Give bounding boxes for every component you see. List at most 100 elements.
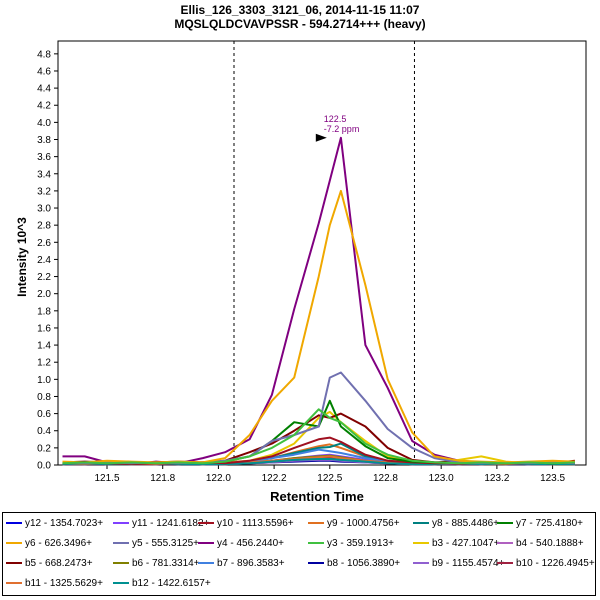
y-tick-label: 4.8 bbox=[37, 49, 51, 60]
y-tick-label: 3.4 bbox=[37, 169, 51, 180]
y-tick-label: 2.8 bbox=[37, 221, 51, 232]
y-tick-label: 3.2 bbox=[37, 186, 51, 197]
legend: y12 - 1354.7023+ y11 - 1241.6182+ y10 - 11… bbox=[2, 512, 596, 596]
y-tick-label: 1.4 bbox=[37, 341, 51, 352]
chromatogram-chart: Ellis_126_3303_3121_06, 2014-11-15 11:07… bbox=[15, 3, 587, 504]
y-tick-label: 0.0 bbox=[37, 461, 51, 472]
legend-item: y11 - 1241.6182+ bbox=[113, 517, 209, 531]
series-line bbox=[62, 408, 575, 465]
legend-swatch bbox=[113, 542, 129, 545]
x-tick-label: 122.2 bbox=[262, 473, 287, 484]
x-tick-label: 121.8 bbox=[150, 473, 175, 484]
legend-label: b9 - 1155.4574+ bbox=[432, 558, 505, 569]
y-tick-label: 1.2 bbox=[37, 358, 51, 369]
y-tick-label: 4.4 bbox=[37, 84, 51, 95]
legend-label: b10 - 1226.4945+ bbox=[516, 558, 595, 569]
legend-swatch bbox=[198, 522, 214, 525]
x-tick-label: 123.0 bbox=[429, 473, 454, 484]
legend-label: b4 - 540.1888+ bbox=[516, 538, 584, 549]
legend-swatch bbox=[308, 562, 324, 565]
legend-swatch bbox=[6, 542, 22, 545]
legend-item: y9 - 1000.4756+ bbox=[308, 517, 400, 531]
y-tick-label: 3.8 bbox=[37, 135, 51, 146]
legend-item: b5 - 668.2473+ bbox=[6, 557, 93, 571]
legend-swatch bbox=[308, 522, 324, 525]
x-tick-label: 122.0 bbox=[206, 473, 231, 484]
legend-label: y9 - 1000.4756+ bbox=[327, 518, 400, 529]
legend-swatch bbox=[198, 542, 214, 545]
legend-label: b3 - 427.1047+ bbox=[432, 538, 500, 549]
legend-item: b12 - 1422.6157+ bbox=[113, 577, 211, 591]
legend-item: b7 - 896.3583+ bbox=[198, 557, 285, 571]
y-tick-label: 0.2 bbox=[37, 443, 51, 454]
x-tick-label: 121.5 bbox=[94, 473, 119, 484]
legend-swatch bbox=[497, 522, 513, 525]
peak-time-label: 122.5 bbox=[324, 114, 347, 124]
legend-swatch bbox=[198, 562, 214, 565]
legend-item: b4 - 540.1888+ bbox=[497, 537, 584, 551]
legend-label: b5 - 668.2473+ bbox=[25, 558, 93, 569]
legend-swatch bbox=[6, 522, 22, 525]
legend-item: y8 - 885.4486+ bbox=[413, 517, 499, 531]
legend-label: b11 - 1325.5629+ bbox=[25, 578, 103, 589]
legend-swatch bbox=[413, 522, 429, 525]
y-tick-label: 0.8 bbox=[37, 392, 51, 403]
legend-label: y7 - 725.4180+ bbox=[516, 518, 583, 529]
legend-label: y8 - 885.4486+ bbox=[432, 518, 499, 529]
chart-subtitle: MQSLQLDCVAVPSSR - 594.2714+++ (heavy) bbox=[174, 17, 425, 31]
legend-item: y10 - 1113.5596+ bbox=[198, 517, 294, 531]
legend-label: y12 - 1354.7023+ bbox=[25, 518, 104, 529]
legend-swatch bbox=[113, 522, 129, 525]
legend-item: y4 - 456.2440+ bbox=[198, 537, 284, 551]
legend-swatch bbox=[6, 562, 22, 565]
legend-item: b11 - 1325.5629+ bbox=[6, 577, 103, 591]
y-tick-label: 4.2 bbox=[37, 101, 51, 112]
legend-label: y11 - 1241.6182+ bbox=[132, 518, 210, 529]
y-tick-label: 2.6 bbox=[37, 238, 51, 249]
legend-item: b6 - 781.3314+ bbox=[113, 557, 200, 571]
x-tick-label: 123.5 bbox=[540, 473, 565, 484]
legend-swatch bbox=[497, 542, 513, 545]
legend-item: b9 - 1155.4574+ bbox=[413, 557, 504, 571]
peak-marker-arrow bbox=[315, 133, 327, 142]
y-tick-label: 4.6 bbox=[37, 66, 51, 77]
x-tick-label: 123.2 bbox=[484, 473, 509, 484]
legend-label: b12 - 1422.6157+ bbox=[132, 578, 211, 589]
x-tick-label: 122.8 bbox=[373, 473, 398, 484]
legend-label: b7 - 896.3583+ bbox=[217, 558, 285, 569]
legend-swatch bbox=[308, 542, 324, 545]
y-tick-label: 1.6 bbox=[37, 323, 51, 334]
y-axis-label: Intensity 10^3 bbox=[15, 217, 29, 297]
legend-label: y5 - 555.3125+ bbox=[132, 538, 199, 549]
legend-label: b6 - 781.3314+ bbox=[132, 558, 200, 569]
legend-item: b3 - 427.1047+ bbox=[413, 537, 500, 551]
legend-swatch bbox=[6, 582, 22, 585]
y-tick-label: 2.4 bbox=[37, 255, 51, 266]
x-tick-label: 122.5 bbox=[317, 473, 342, 484]
plot-area bbox=[57, 40, 587, 466]
legend-item: y7 - 725.4180+ bbox=[497, 517, 583, 531]
y-tick-label: 1.8 bbox=[37, 306, 51, 317]
chart-title: Ellis_126_3303_3121_06, 2014-11-15 11:07 bbox=[181, 3, 420, 17]
legend-label: y10 - 1113.5596+ bbox=[217, 518, 294, 529]
peak-ppm-label: -7.2 ppm bbox=[324, 124, 360, 134]
legend-label: y3 - 359.1913+ bbox=[327, 538, 394, 549]
y-tick-label: 3.0 bbox=[37, 204, 51, 215]
legend-swatch bbox=[413, 562, 429, 565]
y-tick-label: 3.6 bbox=[37, 152, 51, 163]
x-axis-label: Retention Time bbox=[270, 489, 364, 504]
legend-swatch bbox=[497, 562, 513, 565]
legend-item: y3 - 359.1913+ bbox=[308, 537, 394, 551]
y-tick-label: 0.4 bbox=[37, 426, 51, 437]
legend-label: y6 - 626.3496+ bbox=[25, 538, 92, 549]
legend-swatch bbox=[413, 542, 429, 545]
legend-label: b8 - 1056.3890+ bbox=[327, 558, 401, 569]
y-tick-label: 2.0 bbox=[37, 289, 51, 300]
legend-label: y4 - 456.2440+ bbox=[217, 538, 284, 549]
y-tick-label: 4.0 bbox=[37, 118, 51, 129]
legend-item: y12 - 1354.7023+ bbox=[6, 517, 103, 531]
legend-swatch bbox=[113, 562, 129, 565]
legend-item: y5 - 555.3125+ bbox=[113, 537, 199, 551]
legend-swatch bbox=[113, 582, 129, 585]
legend-item: b10 - 1226.4945+ bbox=[497, 557, 595, 571]
